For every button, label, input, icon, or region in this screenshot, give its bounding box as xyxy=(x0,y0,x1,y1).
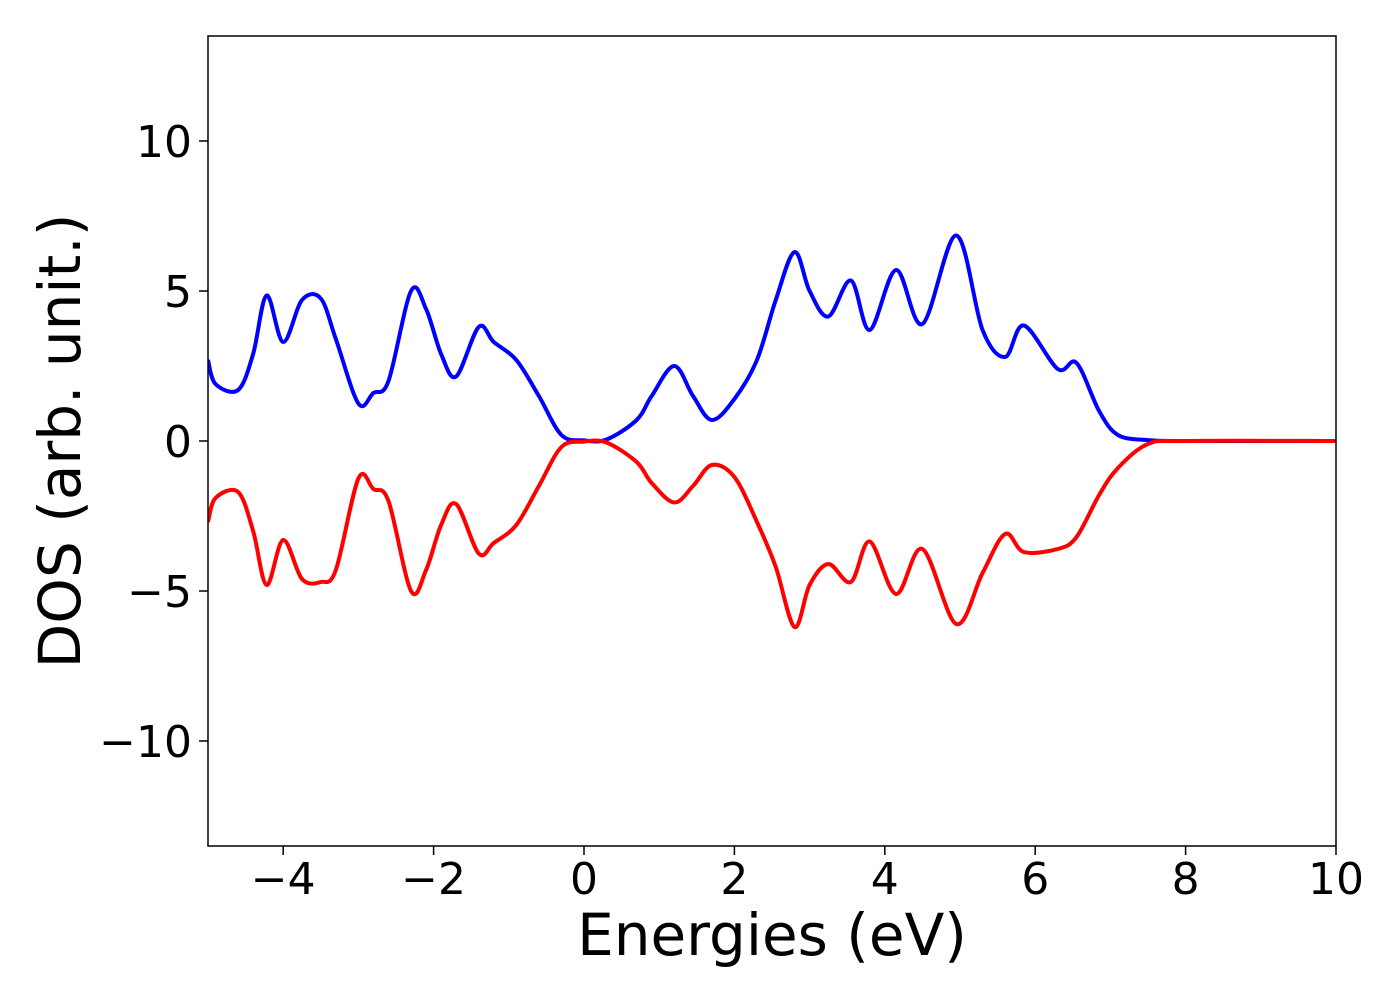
y-tick-label: 5 xyxy=(164,267,192,318)
line-series xyxy=(208,233,1336,444)
plot-frame xyxy=(207,35,1337,847)
x-tick-label: 4 xyxy=(871,854,899,905)
x-axis-label: Energies (eV) xyxy=(577,901,967,969)
line-series xyxy=(208,438,1336,630)
y-tick-label: −10 xyxy=(99,717,192,768)
x-tick-label: 2 xyxy=(720,854,748,905)
x-tick-label: 8 xyxy=(1172,854,1200,905)
y-tick-label: 10 xyxy=(136,117,192,168)
y-tick-label: −5 xyxy=(127,567,192,618)
x-tick-label: −4 xyxy=(251,854,316,905)
x-tick-label: 10 xyxy=(1308,854,1364,905)
y-axis-label: DOS (arb. unit.) xyxy=(26,214,94,669)
x-tick-label: −2 xyxy=(401,854,466,905)
x-tick-label: 0 xyxy=(570,854,598,905)
x-tick-label: 6 xyxy=(1021,854,1049,905)
y-tick-label: 0 xyxy=(164,417,192,468)
